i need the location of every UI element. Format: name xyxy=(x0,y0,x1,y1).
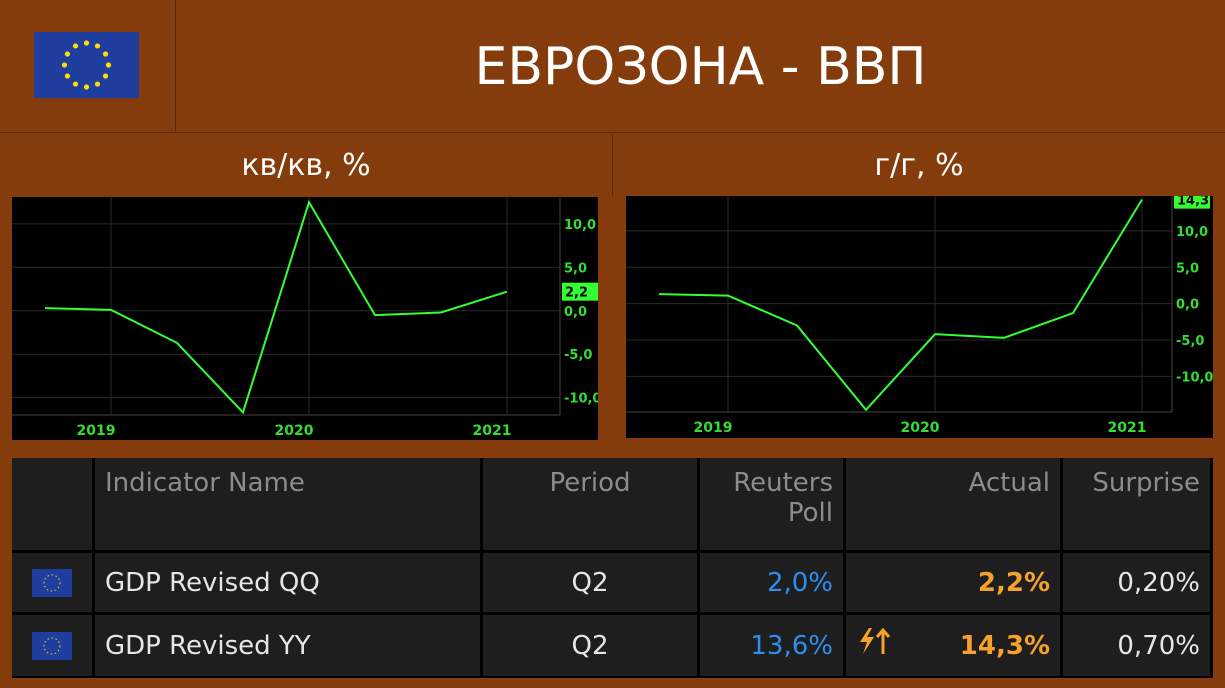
divider xyxy=(612,134,613,196)
arrow xyxy=(875,627,891,654)
y-tick-label: -5,0 xyxy=(1176,334,1204,349)
chart: 10,0 5,0 0,0 -5,0 -10,0 2019 2020 2021 14,3 xyxy=(626,196,1213,438)
alert-icon xyxy=(857,626,891,662)
flag-star xyxy=(64,73,71,79)
bolt xyxy=(860,628,874,654)
page-title: ЕВРОЗОНА - ВВП xyxy=(474,36,927,97)
flag-star xyxy=(61,62,68,68)
flag-star xyxy=(102,73,109,79)
flag-star xyxy=(64,51,71,57)
value-tag-label: 2,2 xyxy=(565,286,588,301)
x-tick-label: 2021 xyxy=(473,423,512,439)
divider xyxy=(175,0,176,133)
table-cell: Q2 xyxy=(483,615,697,676)
y-tick-label: 10,0 xyxy=(564,218,596,233)
value-tag xyxy=(562,282,598,301)
table-cell: 2,2% xyxy=(846,553,1060,612)
x-tick-label: 2021 xyxy=(1108,420,1147,436)
flag-star xyxy=(102,51,109,57)
chart: 10,0 5,0 0,0 -5,0 -10,0 2019 2020 2021 2,2 xyxy=(12,197,598,440)
y-tick-label: 10,0 xyxy=(1176,225,1208,240)
y-tick-label: -10,0 xyxy=(564,392,598,407)
flag-star xyxy=(94,43,101,49)
y-tick-label: 0,0 xyxy=(1176,298,1199,313)
panel-title: г/г, % xyxy=(874,147,964,183)
data-line xyxy=(658,199,1143,412)
value-tag-label: 14,3 xyxy=(1177,196,1209,209)
table-cell: GDP Revised YY xyxy=(95,615,480,676)
header-cell xyxy=(12,458,92,550)
flag-star xyxy=(72,43,79,49)
flag-star xyxy=(105,62,112,68)
table-cell: 0,70% xyxy=(1063,615,1210,676)
flag-star xyxy=(83,40,90,46)
column-header: Reuters Poll xyxy=(700,458,843,550)
data-line xyxy=(44,199,508,415)
y-tick-label: -5,0 xyxy=(564,348,592,363)
flag-stars xyxy=(43,574,61,591)
x-tick-label: 2020 xyxy=(901,420,940,436)
flag-star xyxy=(72,81,79,87)
flag-field xyxy=(32,631,72,660)
table-cell: 0,20% xyxy=(1063,553,1210,612)
y-tick-label: -10,0 xyxy=(1176,370,1213,385)
flag-star xyxy=(83,84,90,90)
value-tag xyxy=(1174,196,1210,209)
flag-cell xyxy=(12,615,92,676)
x-tick-label: 2019 xyxy=(77,423,116,439)
table-cell: Q2 xyxy=(483,553,697,612)
flag-cell xyxy=(12,553,92,612)
flag-field xyxy=(32,568,72,597)
row-flag xyxy=(32,568,72,597)
table-cell: 2,0% xyxy=(700,553,843,612)
column-header: Period xyxy=(483,458,697,550)
y-tick-label: 5,0 xyxy=(1176,261,1199,276)
alert-icon-shape xyxy=(860,627,891,654)
table: Indicator Name Period Reuters Poll Actual Su… xyxy=(12,458,1213,678)
y-tick-label: 0,0 xyxy=(564,305,587,320)
header-bar xyxy=(0,0,1225,133)
flag-stars xyxy=(43,637,61,654)
x-tick-label: 2019 xyxy=(694,420,733,436)
column-header: Indicator Name xyxy=(95,458,480,550)
eu-flag xyxy=(34,32,139,98)
panel-title: кв/кв, % xyxy=(241,147,371,183)
row-flag xyxy=(32,631,72,660)
y-tick-label: 5,0 xyxy=(564,261,587,276)
column-header: Actual xyxy=(846,458,1060,550)
column-header: Surprise xyxy=(1063,458,1210,550)
table-cell: 13,6% xyxy=(700,615,843,676)
flag-star xyxy=(94,81,101,87)
x-tick-label: 2020 xyxy=(275,423,314,439)
table-cell: GDP Revised QQ xyxy=(95,553,480,612)
